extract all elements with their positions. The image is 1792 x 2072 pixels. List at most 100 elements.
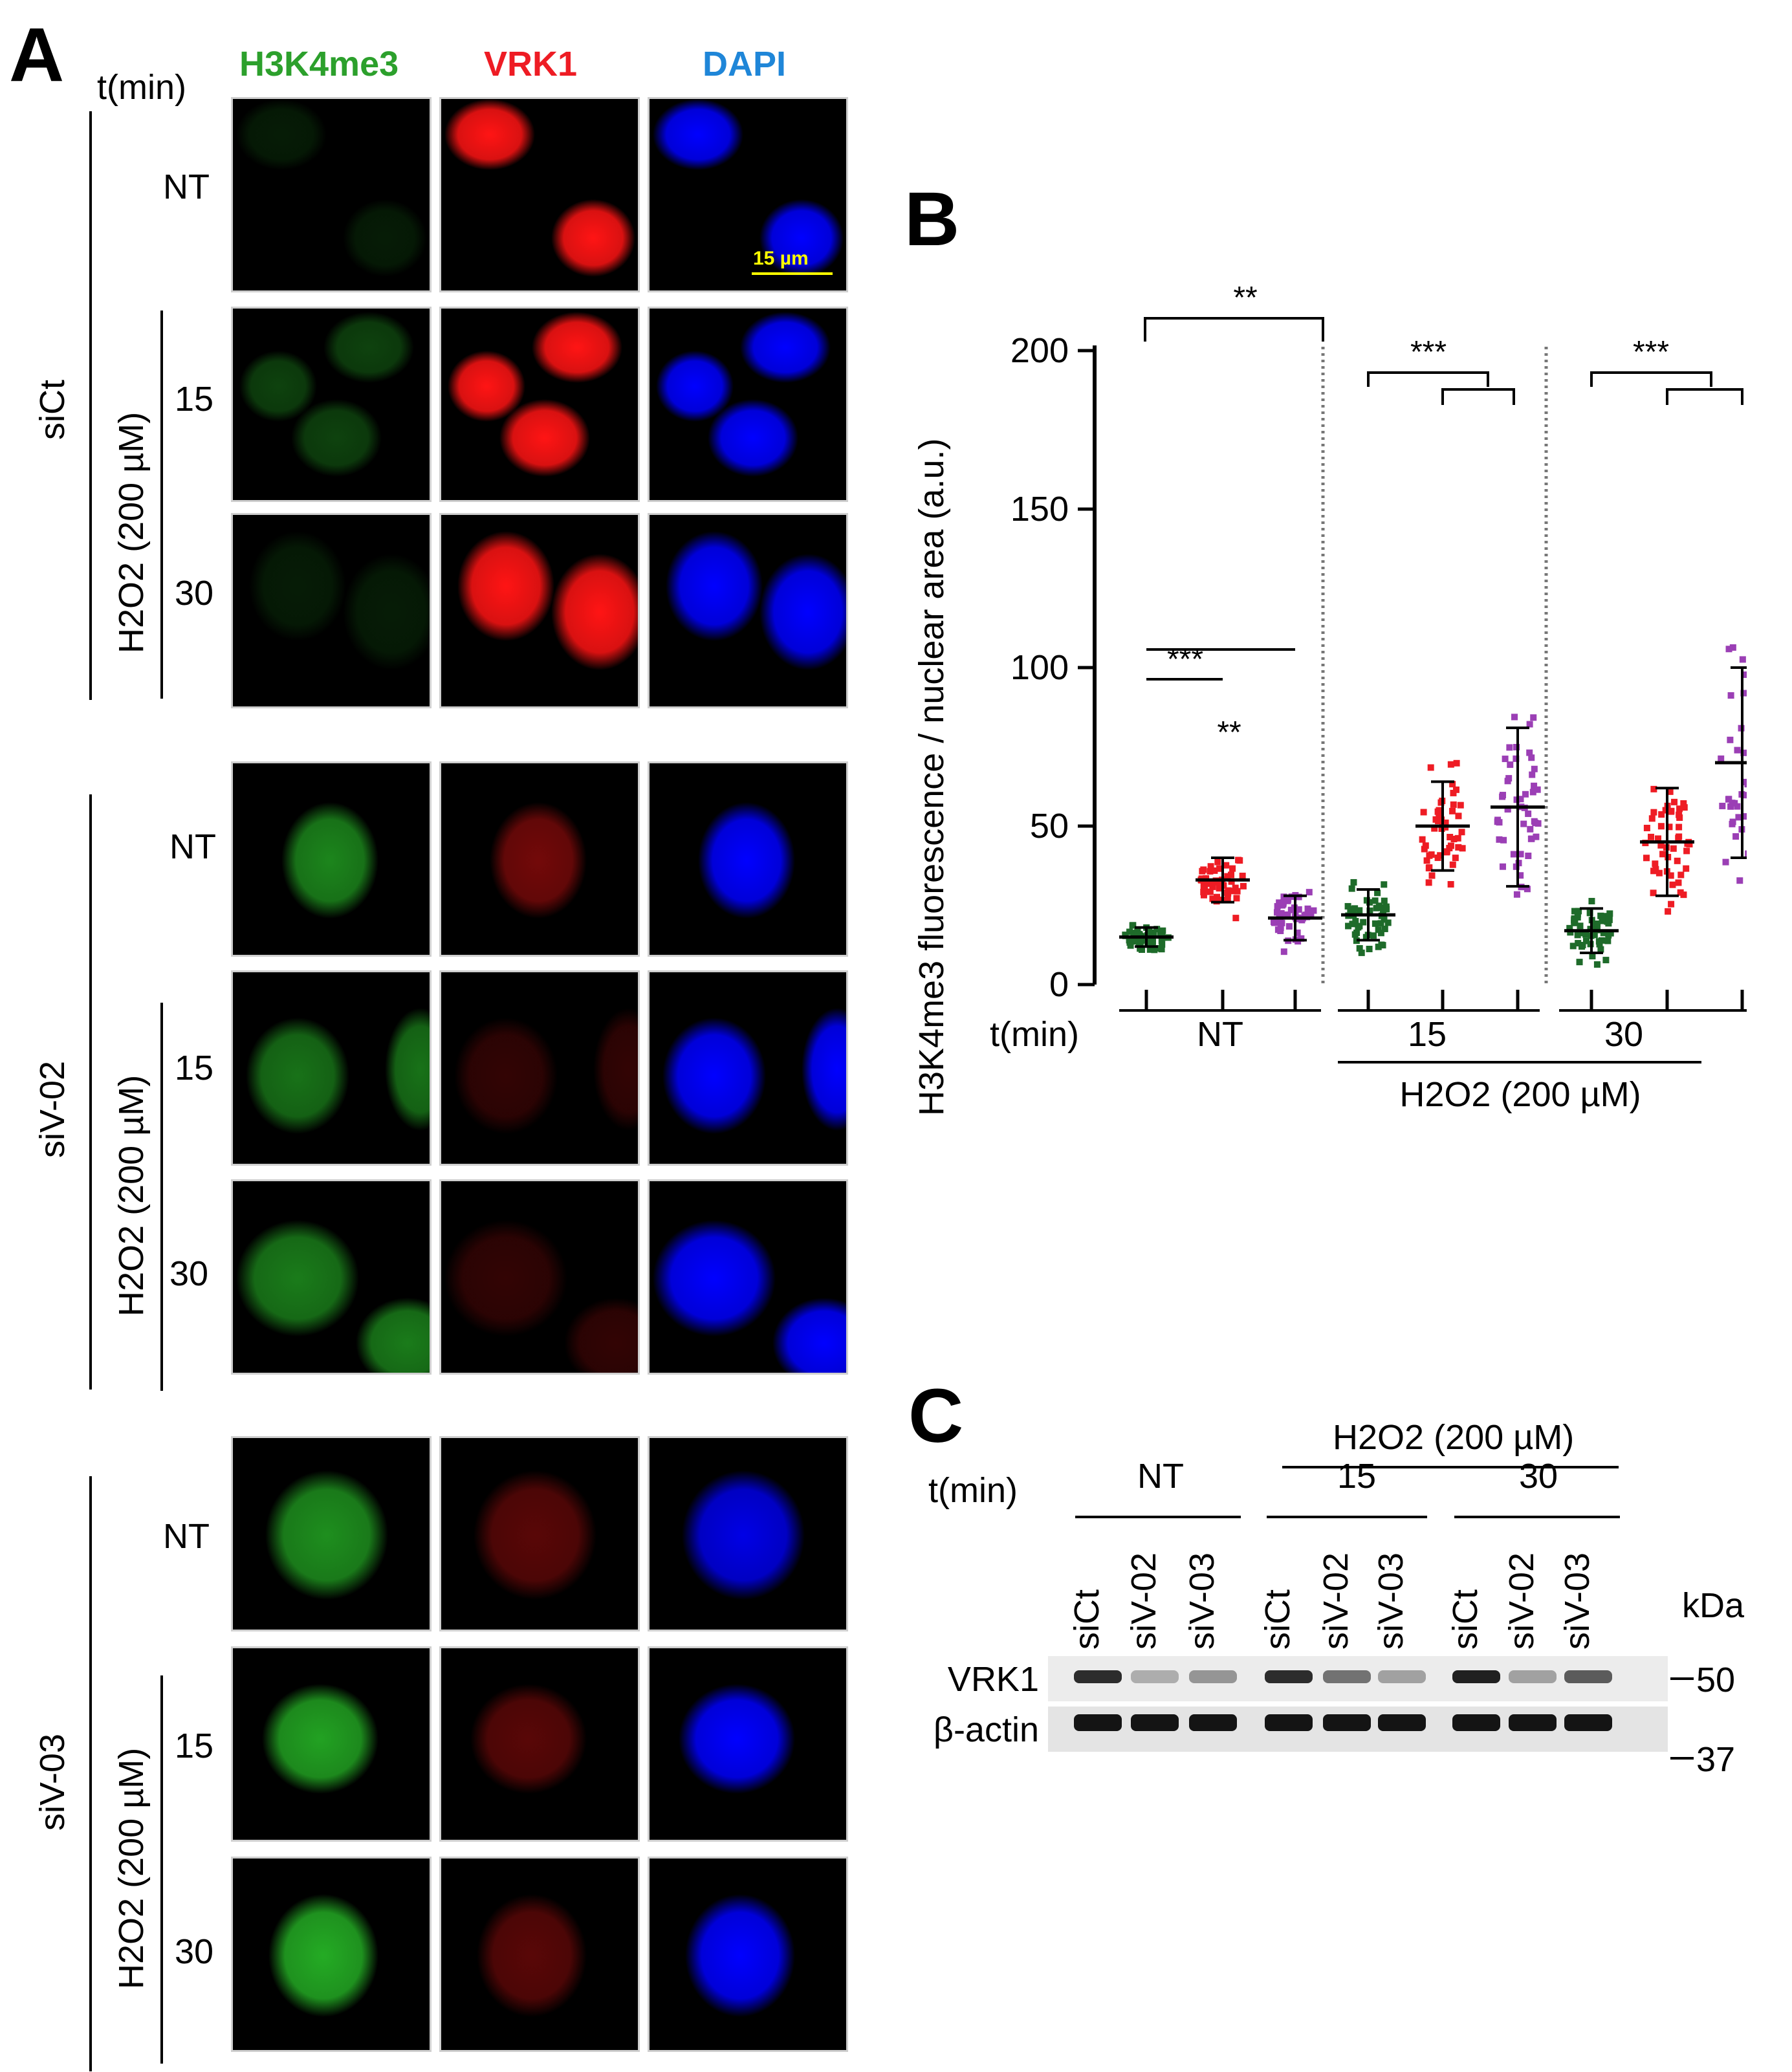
row-label-sict-15: 15	[175, 380, 214, 419]
data-point-sict-30	[1597, 946, 1604, 953]
data-point-sict-15	[1384, 919, 1392, 926]
data-point-siv-02-NT	[1234, 888, 1241, 895]
data-point-siv-03-NT	[1276, 899, 1283, 906]
blot-row-label-0: VRK1	[948, 1660, 1039, 1699]
band-actin-3	[1265, 1714, 1313, 1731]
data-point-siv-02-15	[1446, 845, 1453, 852]
data-point-siv-02-30	[1666, 788, 1674, 795]
lane-label-3: siCt	[1258, 1589, 1297, 1650]
micrograph-siv03-row2-h3k4me3	[233, 1859, 430, 2050]
data-point-sict-15	[1355, 924, 1362, 931]
data-point-siv-02-30	[1650, 809, 1657, 816]
data-point-siv-02-15	[1447, 761, 1454, 768]
data-point-siv-03-30	[1741, 671, 1747, 678]
data-point-siv-03-15	[1499, 792, 1506, 799]
sig-label-1: ***	[1410, 335, 1447, 369]
data-point-siv-03-15	[1504, 805, 1511, 812]
sig-bracket-1b	[1441, 388, 1515, 405]
x-axis-label: t(min)	[990, 1015, 1079, 1054]
data-point-siv-02-NT	[1236, 857, 1243, 864]
micrograph-siv03-row2-dapi	[650, 1859, 846, 2050]
kda-label: kDa	[1682, 1586, 1745, 1625]
data-point-siv-03-15	[1526, 749, 1533, 756]
data-point-siv-03-30	[1732, 833, 1740, 840]
sig-label-3: ***	[1167, 642, 1203, 677]
band-vrk1-8	[1564, 1670, 1612, 1683]
scale-bar-label: 15 µm	[753, 248, 809, 269]
sig-bracket-2b	[1666, 388, 1743, 405]
data-point-siv-02-30	[1683, 865, 1690, 872]
sig-label-2: ***	[1633, 335, 1669, 369]
sig-bracket-1a	[1367, 371, 1489, 387]
data-point-sict-15	[1345, 922, 1352, 930]
data-point-siv-02-NT	[1230, 888, 1238, 895]
data-point-sict-30	[1582, 931, 1590, 938]
data-point-siv-03-NT	[1274, 926, 1282, 933]
data-point-siv-02-15	[1458, 829, 1465, 836]
band-actin-8	[1564, 1714, 1612, 1731]
data-point-sict-15	[1351, 905, 1359, 912]
y-tick-label-200: 200	[1011, 331, 1069, 370]
micrograph-sict-row2-dapi	[650, 515, 846, 706]
data-point-siv-03-15	[1522, 791, 1529, 798]
blot-tmin-label: t(min)	[928, 1471, 1018, 1510]
data-point-sict-30	[1588, 898, 1595, 905]
data-point-siv-03-NT	[1280, 899, 1287, 906]
data-point-sict-NT	[1130, 922, 1137, 929]
data-point-sict-NT	[1153, 926, 1161, 933]
data-point-siv-02-15	[1431, 825, 1438, 832]
data-point-sict-NT	[1136, 931, 1143, 938]
panel-a-label: A	[9, 12, 65, 98]
data-point-sict-15	[1366, 946, 1373, 953]
data-point-siv-03-15	[1517, 872, 1524, 879]
data-point-sict-30	[1567, 929, 1574, 936]
data-point-siv-02-30	[1674, 857, 1681, 864]
micrograph-siv03-row1-h3k4me3	[233, 1648, 430, 1840]
data-point-siv-03-15	[1525, 810, 1532, 817]
data-point-siv-03-15	[1517, 796, 1524, 803]
row-label-siv03-15: 15	[175, 1727, 214, 1765]
lane-label-1: siV-02	[1124, 1553, 1163, 1650]
group-bracket-sict	[89, 111, 92, 700]
data-point-siv-03-30	[1744, 781, 1747, 788]
data-point-siv-02-15	[1421, 845, 1428, 853]
treatment-label-siv03: H2O2 (200 µM)	[112, 1747, 151, 1989]
data-point-siv-03-15	[1510, 851, 1517, 858]
data-point-siv-02-30	[1648, 833, 1655, 840]
micrograph-siv02-row0-h3k4me3	[233, 763, 430, 955]
data-point-siv-02-15	[1425, 879, 1432, 886]
data-point-siv-02-15	[1441, 821, 1448, 828]
data-point-siv-03-NT	[1278, 910, 1285, 917]
data-point-siv-03-30	[1725, 796, 1732, 803]
data-point-siv-03-30	[1729, 800, 1736, 807]
blot-group-label-NT: NT	[1137, 1457, 1184, 1496]
data-point-siv-02-NT	[1209, 883, 1216, 890]
data-point-sict-30	[1566, 924, 1573, 932]
data-point-siv-02-30	[1680, 800, 1687, 807]
data-point-siv-03-30	[1740, 749, 1747, 756]
blot-group-label-30: 30	[1519, 1457, 1558, 1496]
data-point-sict-15	[1353, 929, 1360, 936]
data-point-sict-NT	[1158, 937, 1165, 944]
data-point-siv-03-30	[1742, 813, 1747, 820]
data-point-siv-02-15	[1449, 781, 1456, 788]
data-point-sict-30	[1577, 922, 1584, 930]
data-point-siv-03-15	[1507, 761, 1514, 769]
data-point-siv-02-NT	[1232, 915, 1240, 922]
sig-bracket-0	[1144, 317, 1324, 342]
scale-bar	[752, 272, 833, 275]
data-point-siv-03-30	[1742, 778, 1747, 785]
data-point-sict-NT	[1126, 937, 1133, 944]
data-point-siv-02-30	[1657, 823, 1665, 830]
data-point-siv-03-15	[1513, 891, 1520, 898]
data-point-siv-02-30	[1684, 840, 1691, 847]
data-point-siv-03-NT	[1273, 909, 1280, 916]
treatment-label-siv02: H2O2 (200 µM)	[112, 1074, 151, 1316]
data-point-siv-02-15	[1420, 809, 1427, 816]
data-point-siv-02-NT	[1224, 895, 1231, 902]
data-point-sict-NT	[1159, 941, 1166, 948]
data-point-siv-02-15	[1450, 789, 1457, 796]
data-point-siv-02-15	[1455, 844, 1462, 851]
band-vrk1-6	[1452, 1670, 1500, 1683]
data-point-siv-03-15	[1525, 853, 1532, 860]
